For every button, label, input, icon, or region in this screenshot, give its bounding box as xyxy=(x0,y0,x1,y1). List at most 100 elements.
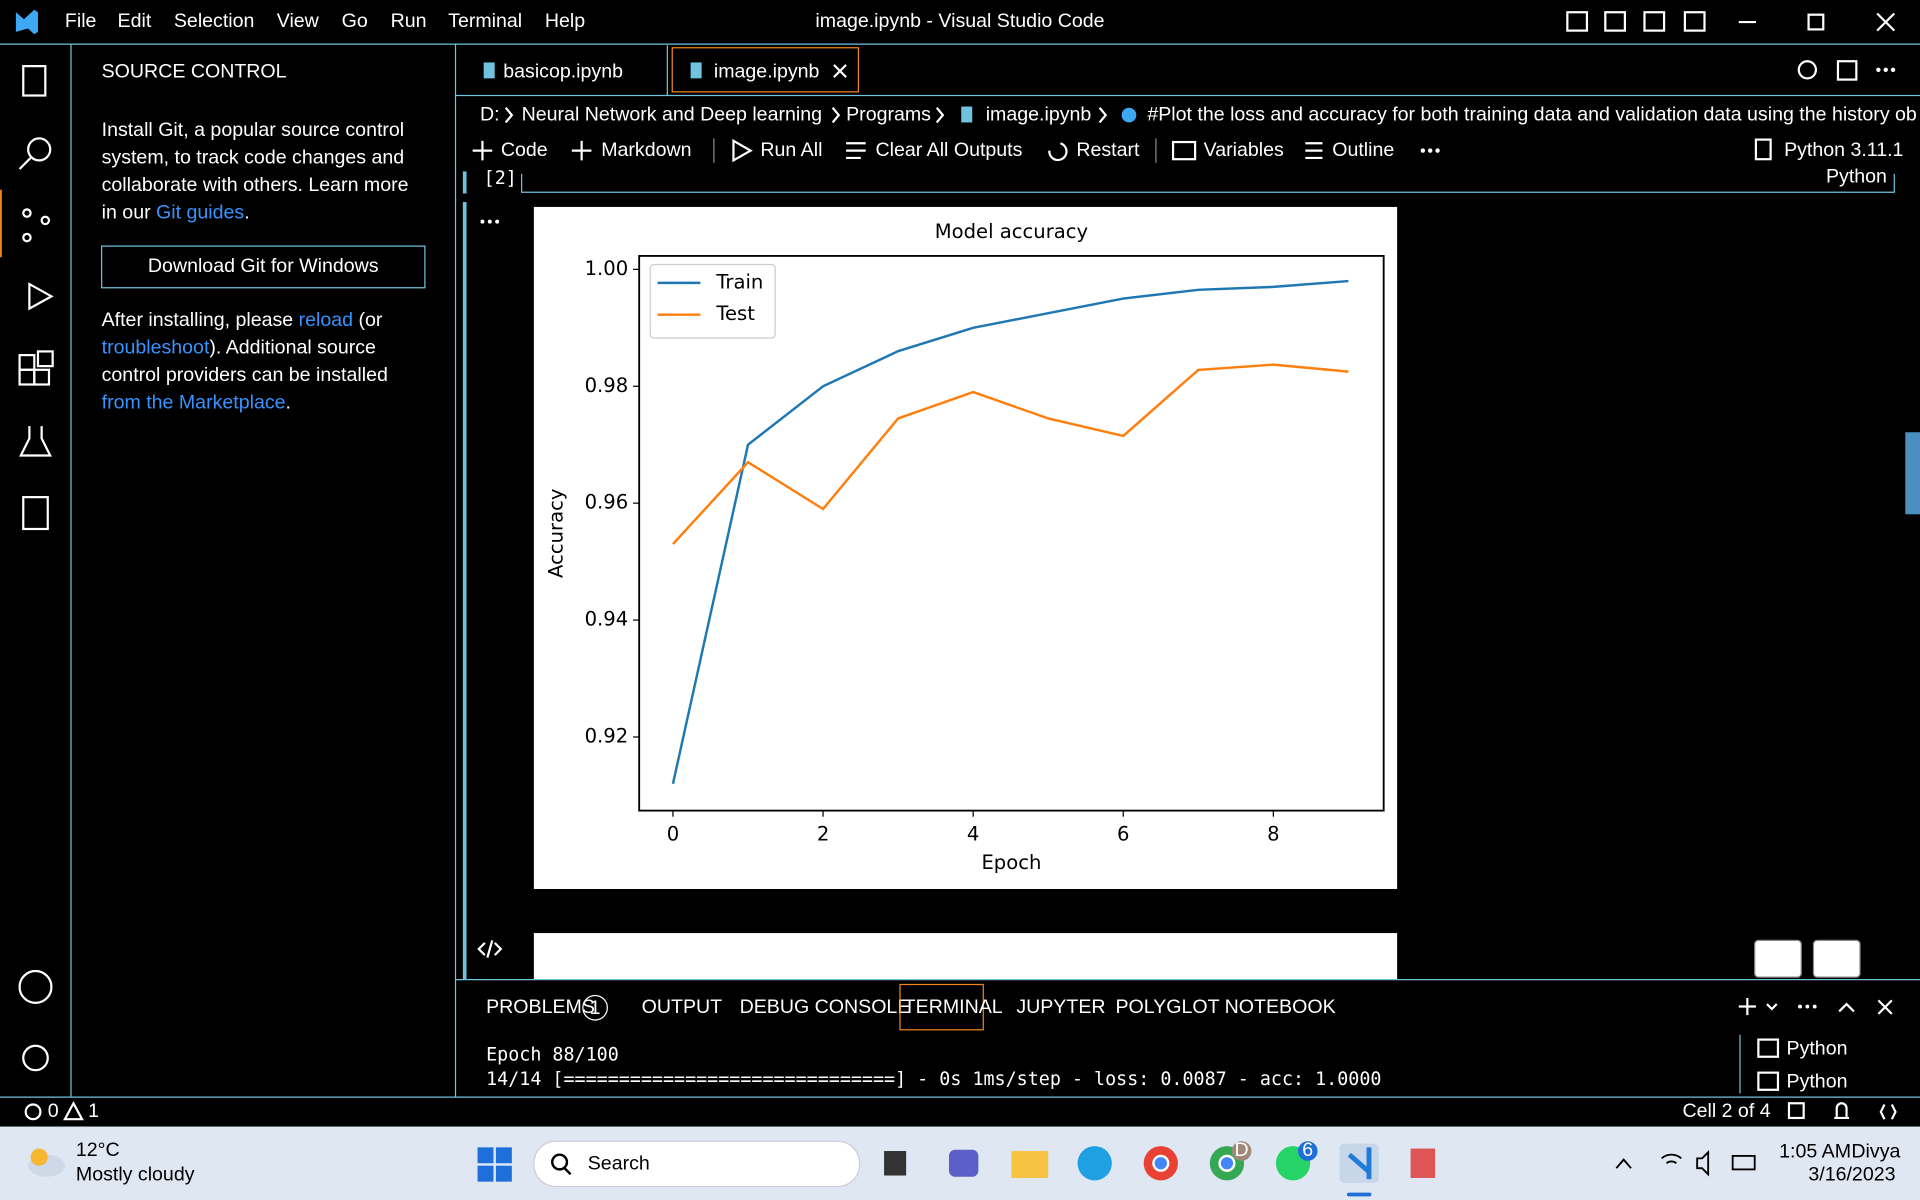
y-tick-label: 0.92 xyxy=(585,724,629,747)
legend-label: Test xyxy=(715,302,755,325)
crumb[interactable]: Neural Network and Deep learning xyxy=(522,103,822,125)
toolbar-button[interactable]: Outline xyxy=(1332,139,1394,161)
chart-title: Model accuracy xyxy=(935,220,1088,243)
active-tab-frame xyxy=(671,47,859,93)
toolbar-button[interactable]: Clear All Outputs xyxy=(876,139,1023,161)
terminal-line: 14/14 [==============================] -… xyxy=(486,1069,1381,1090)
menu-item[interactable]: Go xyxy=(342,10,368,32)
weather: Mostly cloudy xyxy=(76,1164,195,1186)
link[interactable]: Git guides xyxy=(156,202,244,224)
text-run: . xyxy=(244,202,249,224)
text-run: system, to track code changes and xyxy=(102,147,405,169)
next-output xyxy=(533,933,1398,980)
panel-tab[interactable]: OUTPUT xyxy=(642,996,723,1018)
sidebar-line: troubleshoot). Additional source xyxy=(102,337,376,359)
panel-tab[interactable]: POLYGLOT NOTEBOOK xyxy=(1116,996,1336,1018)
breadcrumb: D: Neural Network and Deep learning Prog… xyxy=(480,103,1917,125)
menu-item[interactable]: Edit xyxy=(118,10,152,32)
y-tick-label: 1.00 xyxy=(585,257,629,280)
x-tick-label: 4 xyxy=(967,823,979,846)
error-count[interactable]: 0 xyxy=(48,1100,59,1122)
x-tick-label: 6 xyxy=(1117,823,1129,846)
warning-count[interactable]: 1 xyxy=(88,1100,99,1122)
taskbar: 12°C Mostly cloudy Search D 6 1:05 AM Di… xyxy=(0,1126,1920,1200)
menu-item[interactable]: Run xyxy=(391,10,427,32)
button-frame[interactable] xyxy=(101,245,426,289)
notebook-toolbar: Code Markdown Run All Clear All Outputs … xyxy=(472,138,1903,188)
status-bar: 0 1 Cell 2 of 4 xyxy=(24,1100,1897,1122)
legend-label: Train xyxy=(715,270,763,293)
link[interactable]: from the Marketplace xyxy=(102,392,286,414)
toolbar-button[interactable]: Variables xyxy=(1204,139,1284,161)
activity-bar[interactable] xyxy=(0,65,54,1072)
clock-time: 1:05 AM xyxy=(1779,1140,1851,1162)
panel-tab[interactable]: TERMINAL xyxy=(904,996,1003,1018)
text-run: control providers can be installed xyxy=(102,364,388,386)
menu-item[interactable]: View xyxy=(277,10,320,32)
y-tick-label: 0.96 xyxy=(585,491,629,514)
terminal-entry[interactable]: Python xyxy=(1787,1071,1848,1093)
sidebar-line: control providers can be installed xyxy=(102,364,388,386)
cell: [2] Model loss xyxy=(462,168,1920,980)
link[interactable]: reload xyxy=(299,309,353,331)
y-tick-label: 0.98 xyxy=(585,374,629,397)
sidebar-heading: SOURCE CONTROL xyxy=(102,60,287,82)
crumb[interactable]: #Plot the loss and accuracy for both tra… xyxy=(1147,103,1917,125)
series-line xyxy=(672,363,1349,545)
app-logo xyxy=(15,9,38,35)
chart: Model accuracy Epoch Accuracy 0.92 0.94 0.96 0… xyxy=(545,220,1385,874)
next-chart-title: Model loss xyxy=(959,948,1062,971)
cell-language[interactable]: Python xyxy=(1826,166,1887,188)
problems-badge: 1 xyxy=(590,997,601,1019)
editor-tabs: basicop.ipynb image.ipynb xyxy=(455,45,1920,97)
menu-item[interactable]: Help xyxy=(545,10,585,32)
whatsapp-badge: 6 xyxy=(1302,1139,1313,1161)
menu-item[interactable]: Selection xyxy=(174,10,255,32)
chrome-profile: D xyxy=(1235,1139,1249,1161)
crumb[interactable]: D: xyxy=(480,103,500,125)
tab[interactable]: image.ipynb xyxy=(714,60,820,82)
link[interactable]: troubleshoot xyxy=(102,337,210,359)
sidebar-line: collaborate with others. Learn more xyxy=(102,174,409,196)
title-bar: File Edit Selection View Go Run Terminal… xyxy=(0,9,1920,45)
x-axis-label: Epoch xyxy=(981,851,1041,874)
temperature: 12°C xyxy=(76,1139,120,1161)
panel-tab[interactable]: DEBUG CONSOLE xyxy=(740,996,911,1018)
toolbar-button[interactable]: Markdown xyxy=(601,139,691,161)
text-run: After installing, please xyxy=(102,309,299,331)
search-box[interactable]: Search xyxy=(588,1153,650,1175)
text-run: . xyxy=(286,392,291,414)
download-button[interactable]: Download Git for Windows xyxy=(148,255,379,277)
crumb[interactable]: Programs xyxy=(846,103,931,125)
terminal-line: Epoch 88/100 xyxy=(486,1045,619,1066)
panel-tab[interactable]: PROBLEMS xyxy=(486,996,595,1018)
sidebar-line: After installing, please reload (or xyxy=(102,309,383,331)
sidebar-line: system, to track code changes and xyxy=(102,147,405,169)
kernel[interactable]: Python 3.11.1 xyxy=(1784,139,1903,161)
toolbar-button[interactable]: Run All xyxy=(760,139,822,161)
user-name: Divya xyxy=(1851,1140,1900,1162)
window-title: image.ipynb - Visual Studio Code xyxy=(815,10,1104,32)
sidebar-line: in our Git guides. xyxy=(102,202,250,224)
toolbar-button[interactable]: Code xyxy=(501,139,548,161)
sidebar: SOURCE CONTROL Download Git for Windows … xyxy=(101,60,426,414)
tab[interactable]: basicop.ipynb xyxy=(503,60,623,82)
crumb[interactable]: image.ipynb xyxy=(986,103,1092,125)
cell-indicator[interactable]: Cell 2 of 4 xyxy=(1682,1100,1770,1122)
y-axis-label: Accuracy xyxy=(545,489,568,578)
x-tick-label: 0 xyxy=(667,823,679,846)
toolbar-button[interactable]: Restart xyxy=(1076,139,1140,161)
text-run: (or xyxy=(353,309,383,331)
menu-item[interactable]: Terminal xyxy=(448,10,522,32)
panel-tab[interactable]: JUPYTER xyxy=(1016,996,1105,1018)
menu-item[interactable]: File xyxy=(65,10,97,32)
sidebar-line: from the Marketplace. xyxy=(102,392,291,414)
layout-buttons[interactable] xyxy=(1566,11,1896,32)
sidebar-line: Install Git, a popular source control xyxy=(102,119,405,141)
plot-frame xyxy=(638,255,1385,812)
terminal-entry[interactable]: Python xyxy=(1787,1038,1848,1060)
clock-date: 3/16/2023 xyxy=(1808,1164,1895,1186)
